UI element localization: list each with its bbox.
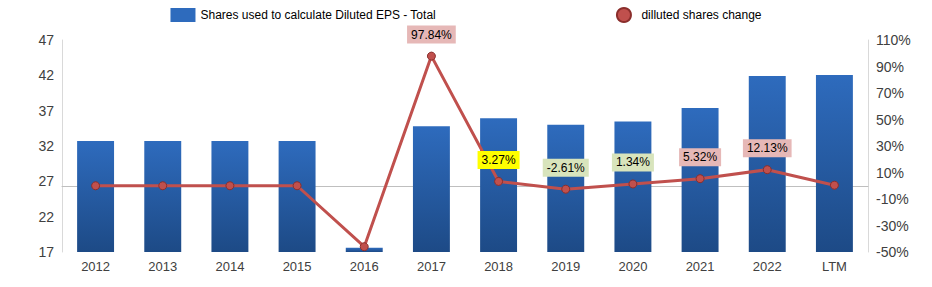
svg-text:90%: 90% [876,59,904,75]
svg-text:2018: 2018 [484,259,513,274]
svg-text:47: 47 [38,32,54,48]
svg-text:-50%: -50% [876,244,909,260]
svg-text:32: 32 [38,138,54,154]
svg-text:50%: 50% [876,112,904,128]
svg-text:3.27%: 3.27% [482,153,516,167]
svg-text:110%: 110% [876,32,911,48]
svg-text:97.84%: 97.84% [411,28,452,42]
svg-text:Shares used to calculate Dilut: Shares used to calculate Diluted EPS - T… [200,8,435,22]
svg-text:17: 17 [38,244,54,260]
svg-text:27: 27 [38,173,54,189]
svg-text:-2.61%: -2.61% [547,161,585,175]
svg-text:2021: 2021 [686,259,715,274]
svg-text:30%: 30% [876,138,904,154]
svg-text:42: 42 [38,67,54,83]
svg-text:LTM: LTM [822,259,847,274]
svg-text:22: 22 [38,209,54,225]
svg-text:5.32%: 5.32% [683,150,717,164]
svg-text:70%: 70% [876,85,904,101]
svg-text:12.13%: 12.13% [747,141,788,155]
svg-text:2014: 2014 [215,259,244,274]
svg-text:-30%: -30% [876,218,909,234]
svg-text:37: 37 [38,103,54,119]
svg-text:2017: 2017 [417,259,446,274]
svg-text:dilluted shares change: dilluted shares change [641,8,761,22]
svg-text:2020: 2020 [618,259,647,274]
svg-text:-10%: -10% [876,191,909,207]
svg-text:2012: 2012 [81,259,110,274]
svg-text:2019: 2019 [551,259,580,274]
svg-text:2022: 2022 [753,259,782,274]
svg-text:1.34%: 1.34% [616,155,650,169]
svg-text:2016: 2016 [350,259,379,274]
svg-text:10%: 10% [876,165,904,181]
svg-text:2015: 2015 [283,259,312,274]
svg-text:2013: 2013 [148,259,177,274]
